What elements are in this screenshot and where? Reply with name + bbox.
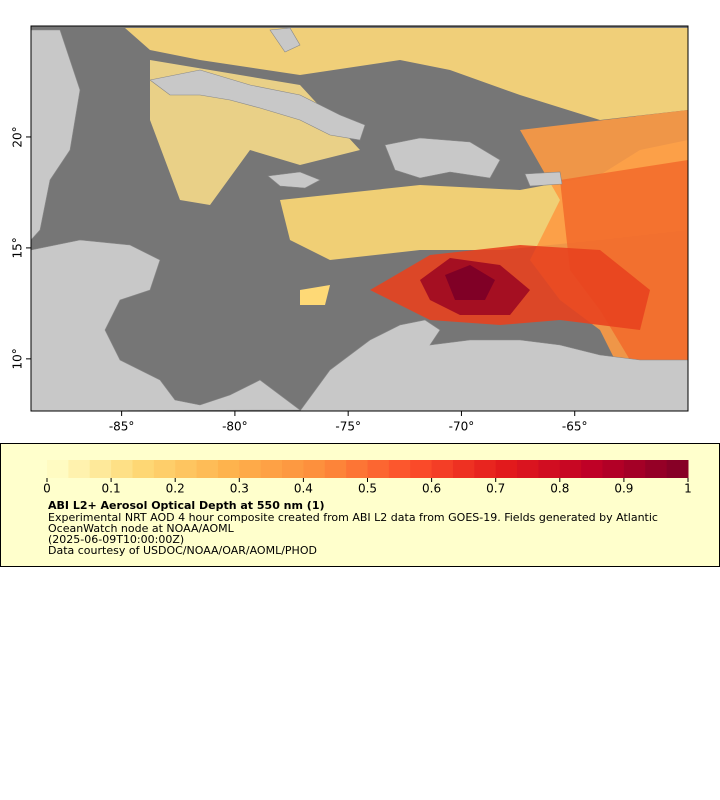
colorbar-cell bbox=[452, 460, 475, 478]
cuba bbox=[149, 69, 366, 141]
colorbar-tick-label: 0.5 bbox=[358, 482, 377, 496]
central-america bbox=[30, 239, 301, 412]
colorbar-cell bbox=[68, 460, 91, 478]
colorbar-cell bbox=[282, 460, 304, 478]
colorbar-cell bbox=[175, 460, 198, 478]
map-frame bbox=[30, 25, 689, 412]
colorbar-cell bbox=[559, 460, 582, 478]
colorbar: 0 0.1 0.2 0.3 0.4 0.5 0.6 0.7 0.8 0.9 1 bbox=[43, 460, 692, 496]
colorbar-cell bbox=[47, 460, 69, 478]
aerosol-field bbox=[125, 28, 688, 380]
colorbar-tick-label: 0.1 bbox=[102, 482, 121, 496]
map bbox=[30, 25, 689, 412]
colorbar-cell bbox=[581, 460, 604, 478]
puerto-rico bbox=[524, 171, 563, 187]
colorbar-cell bbox=[367, 460, 390, 478]
colorbar-tick-label: 0.3 bbox=[230, 482, 249, 496]
x-tick-label: -80° bbox=[222, 420, 248, 434]
legend-title: ABI L2+ Aerosol Optical Depth at 550 nm … bbox=[48, 499, 325, 512]
colorbar-tick-label: 0.2 bbox=[166, 482, 185, 496]
colorbar-cell bbox=[666, 460, 689, 478]
colorbar-cell bbox=[602, 460, 625, 478]
colorbar-cell bbox=[410, 460, 433, 478]
colorbar-tick-label: 0.6 bbox=[422, 482, 441, 496]
colorbar-cell bbox=[324, 460, 347, 478]
legend-line: Experimental NRT AOD 4 hour composite cr… bbox=[48, 511, 658, 524]
colorbar-cell bbox=[645, 460, 668, 478]
legend-line: OceanWatch node at NOAA/AOML bbox=[48, 522, 235, 535]
yucatan bbox=[30, 29, 81, 241]
colorbar-tick-label: 1 bbox=[684, 482, 692, 496]
colorbar-cell bbox=[346, 460, 368, 478]
colorbar-cell bbox=[111, 460, 133, 478]
colorbar-cell bbox=[431, 460, 454, 478]
jamaica bbox=[267, 171, 321, 189]
colorbar-tick-label: 0.8 bbox=[550, 482, 569, 496]
y-tick-label: 20° bbox=[11, 126, 25, 147]
colorbar-cell bbox=[474, 460, 497, 478]
bahamas bbox=[269, 27, 301, 53]
y-tick-label: 10° bbox=[11, 348, 25, 369]
y-tick-label: 15° bbox=[11, 237, 25, 258]
axes: -85° -80° -75° -70° -65° 10° 15° 20° bbox=[11, 126, 588, 433]
colorbar-cell bbox=[89, 460, 112, 478]
colorbar-cell bbox=[239, 460, 262, 478]
colorbar-cell bbox=[196, 460, 219, 478]
colorbar-cell bbox=[303, 460, 326, 478]
x-tick-label: -75° bbox=[335, 420, 361, 434]
colorbar-cell bbox=[623, 460, 646, 478]
colorbar-tick-label: 0.7 bbox=[486, 482, 505, 496]
colorbar-cell bbox=[153, 460, 176, 478]
hispaniola bbox=[384, 137, 501, 179]
x-tick-label: -70° bbox=[449, 420, 475, 434]
x-tick-label: -65° bbox=[562, 420, 588, 434]
x-tick-label: -85° bbox=[109, 420, 135, 434]
legend-line: Data courtesy of USDOC/NOAA/OAR/AOML/PHO… bbox=[48, 544, 317, 557]
colorbar-cell bbox=[388, 460, 411, 478]
colorbar-tick-label: 0 bbox=[43, 482, 51, 496]
colorbar-cell bbox=[495, 460, 518, 478]
colorbar-cell bbox=[517, 460, 539, 478]
colorbar-tick-label: 0.9 bbox=[614, 482, 633, 496]
colorbar-cell bbox=[217, 460, 240, 478]
colorbar-cell bbox=[132, 460, 155, 478]
colorbar-tick-label: 0.4 bbox=[294, 482, 313, 496]
land bbox=[30, 27, 689, 412]
colorbar-cell bbox=[538, 460, 561, 478]
south-america bbox=[299, 319, 689, 412]
colorbar-cell bbox=[260, 460, 283, 478]
legend-line: (2025-06-09T10:00:00Z) bbox=[48, 533, 184, 546]
